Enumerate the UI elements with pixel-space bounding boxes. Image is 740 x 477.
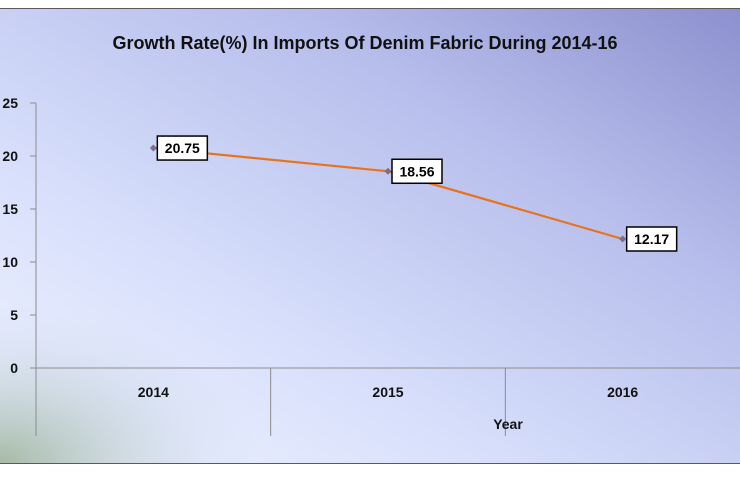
data-label: 12.17 [634,231,669,247]
x-tick-label: 2015 [372,384,403,400]
data-point-marker [619,235,627,243]
data-label: 18.56 [399,163,434,179]
chart-title: Growth Rate(%) In Imports Of Denim Fabri… [112,33,617,53]
data-labels-group: 20.75 18.56 12.17 [156,135,678,252]
y-tick-label: 25 [2,95,18,111]
data-point-marker [149,144,157,152]
data-point-marker [384,167,392,175]
y-axis: 0 5 10 15 20 25 [2,95,37,436]
y-tick-label: 0 [10,360,18,376]
series-group [149,144,627,243]
chart-background-corner [0,8,740,464]
x-axis-label: Year [493,416,523,432]
data-label: 20.75 [165,140,200,156]
x-tick-label: 2016 [607,384,638,400]
y-tick-label: 5 [10,307,18,323]
y-tick-label: 10 [2,254,18,270]
data-label-box [391,158,443,185]
x-tick-label: 2014 [138,384,169,400]
y-tick-label: 15 [2,201,18,217]
y-tick-label: 20 [2,148,18,164]
data-label-box [156,135,209,161]
data-label-box [625,226,678,252]
x-axis: 2014 2015 2016 [36,367,740,436]
